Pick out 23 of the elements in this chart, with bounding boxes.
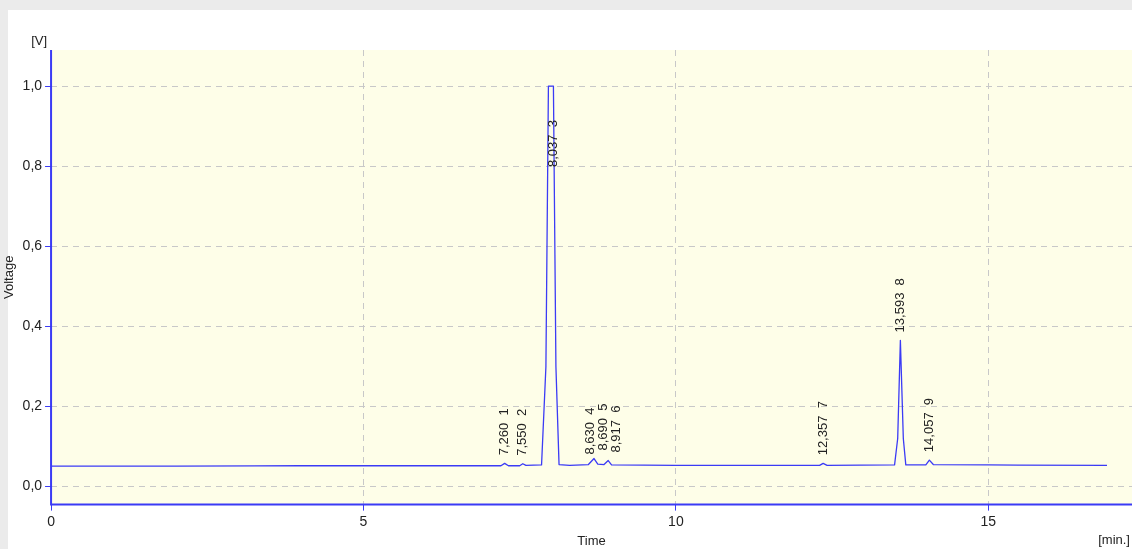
- x-tick-label: 15: [980, 512, 997, 529]
- annotation: 13,593 8: [891, 278, 907, 333]
- annotation: 8,690 5: [594, 403, 610, 451]
- x-tick-label: 5: [359, 512, 368, 529]
- text: [V]: [31, 33, 48, 49]
- y-tick-label: 0,2: [22, 397, 43, 414]
- annotation: 8,630 4: [581, 407, 597, 455]
- annotation: 7,260 1: [496, 408, 512, 456]
- x-tick-label: 0: [47, 512, 56, 529]
- text: [min.]: [1098, 532, 1130, 548]
- annotation: 7,550 2: [514, 408, 530, 456]
- y-tick-label: 1,0: [22, 76, 43, 93]
- annotation: 12,357 7: [814, 401, 830, 456]
- y-tick-label: 0,0: [22, 477, 43, 494]
- y-tick-label: 0,6: [22, 237, 43, 254]
- y-tick-label: 0,8: [22, 157, 43, 174]
- annotation: 8,037 3: [544, 119, 560, 167]
- x-tick-label: 10: [668, 512, 684, 529]
- annotation: 14,057 9: [920, 397, 936, 453]
- y-axis-title: Voltage: [1, 255, 17, 299]
- annotation: 8,917 6: [607, 405, 623, 453]
- y-tick-label: 0,4: [22, 317, 43, 334]
- x-axis-title: Time: [577, 532, 606, 548]
